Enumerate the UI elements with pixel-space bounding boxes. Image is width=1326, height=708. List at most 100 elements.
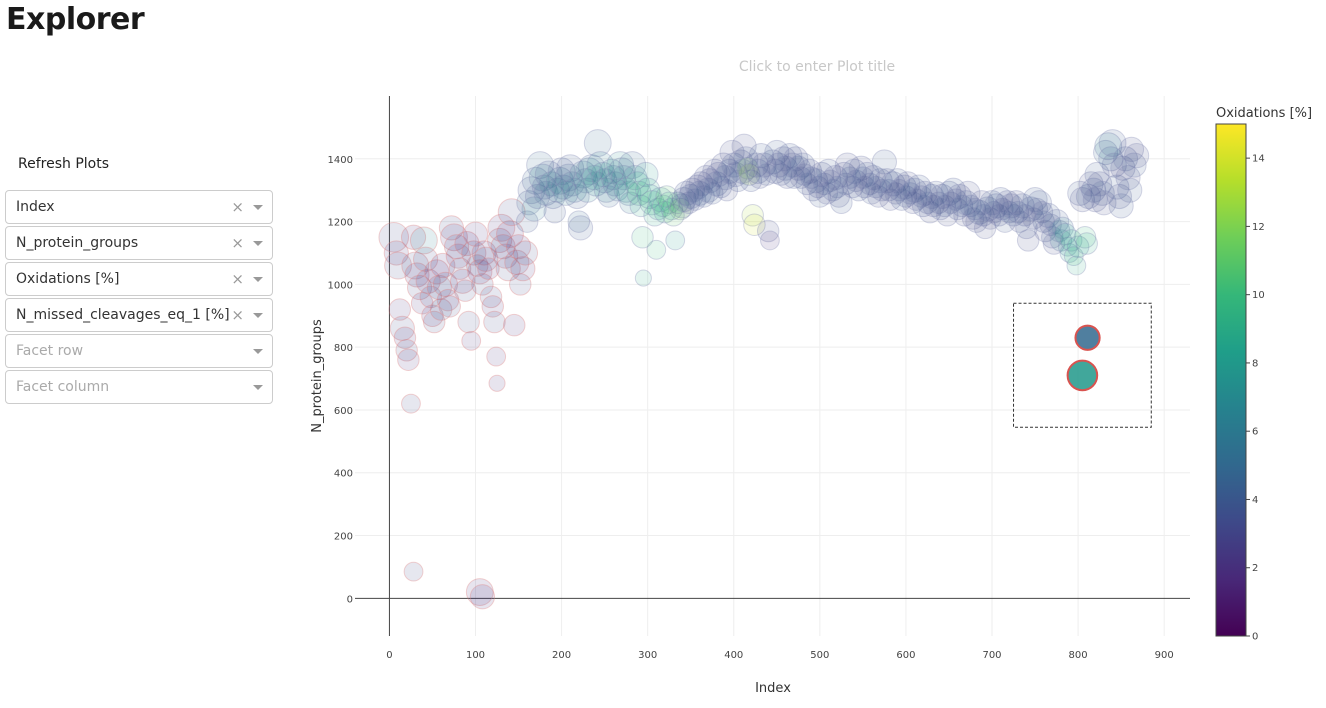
data-point[interactable]	[988, 187, 1014, 213]
data-point[interactable]	[783, 146, 809, 172]
data-point[interactable]	[1075, 183, 1102, 210]
data-point[interactable]	[830, 191, 853, 214]
data-point[interactable]	[1073, 226, 1097, 249]
data-point[interactable]	[997, 200, 1021, 224]
data-point[interactable]	[465, 254, 489, 277]
data-point[interactable]	[1106, 183, 1133, 210]
data-point[interactable]	[389, 315, 415, 341]
data-point[interactable]	[953, 204, 976, 227]
data-point[interactable]	[726, 169, 750, 193]
data-point[interactable]	[808, 185, 832, 208]
refresh-plots-button[interactable]: Refresh Plots	[18, 156, 109, 172]
data-point[interactable]	[692, 185, 715, 208]
chevron-down-icon[interactable]	[253, 313, 263, 318]
data-point[interactable]	[975, 196, 1001, 222]
data-point[interactable]	[851, 166, 875, 189]
data-point[interactable]	[764, 139, 790, 166]
data-point[interactable]	[393, 326, 417, 349]
data-point[interactable]	[858, 172, 882, 196]
x-axis-select[interactable]: Index ×	[5, 190, 273, 224]
data-point[interactable]	[602, 171, 628, 197]
data-point[interactable]	[939, 191, 962, 214]
data-point[interactable]	[1110, 155, 1136, 181]
plot-title-placeholder[interactable]: Click to enter Plot title	[739, 59, 895, 75]
selected-data-point[interactable]	[1066, 359, 1099, 392]
data-point[interactable]	[923, 180, 949, 206]
data-point[interactable]	[831, 161, 857, 188]
data-point[interactable]	[987, 204, 1011, 227]
data-point[interactable]	[573, 168, 599, 194]
data-point[interactable]	[911, 194, 935, 218]
data-point[interactable]	[503, 313, 526, 337]
data-point[interactable]	[777, 143, 803, 169]
data-point[interactable]	[991, 197, 1014, 221]
data-point[interactable]	[731, 133, 757, 159]
data-point[interactable]	[419, 285, 443, 309]
data-point[interactable]	[815, 158, 842, 184]
data-point[interactable]	[651, 194, 675, 218]
data-point[interactable]	[646, 239, 667, 260]
data-point[interactable]	[540, 183, 566, 210]
data-point[interactable]	[715, 178, 739, 202]
data-point[interactable]	[998, 193, 1024, 219]
data-point[interactable]	[1108, 193, 1134, 219]
data-point[interactable]	[629, 194, 653, 218]
data-point[interactable]	[1112, 146, 1139, 172]
data-point[interactable]	[880, 171, 906, 197]
data-point[interactable]	[517, 176, 546, 205]
data-point[interactable]	[679, 177, 706, 203]
data-point[interactable]	[982, 200, 1005, 224]
data-point[interactable]	[607, 157, 636, 186]
data-point[interactable]	[677, 191, 701, 214]
data-point[interactable]	[545, 166, 574, 195]
data-point[interactable]	[748, 143, 774, 169]
data-point[interactable]	[879, 188, 902, 211]
data-point[interactable]	[953, 190, 979, 216]
data-point[interactable]	[657, 191, 681, 214]
data-point[interactable]	[622, 165, 648, 191]
data-point[interactable]	[775, 166, 799, 189]
data-point[interactable]	[624, 171, 650, 197]
data-point[interactable]	[771, 146, 797, 172]
data-point[interactable]	[583, 129, 612, 158]
data-point[interactable]	[581, 165, 607, 191]
data-point[interactable]	[789, 166, 813, 189]
data-point[interactable]	[739, 169, 763, 193]
data-point[interactable]	[877, 178, 900, 202]
data-point[interactable]	[743, 152, 769, 178]
data-point[interactable]	[1104, 174, 1130, 200]
data-point[interactable]	[959, 194, 982, 218]
data-point[interactable]	[822, 165, 848, 191]
data-point[interactable]	[660, 197, 684, 221]
data-point[interactable]	[916, 191, 939, 214]
data-point[interactable]	[693, 165, 719, 191]
data-point[interactable]	[755, 163, 778, 186]
data-point[interactable]	[955, 180, 981, 206]
data-point[interactable]	[1008, 210, 1031, 233]
data-point[interactable]	[729, 158, 755, 184]
data-point[interactable]	[806, 175, 830, 199]
data-point[interactable]	[1117, 177, 1143, 203]
data-point[interactable]	[505, 234, 532, 260]
data-point[interactable]	[590, 161, 616, 188]
data-point[interactable]	[556, 154, 585, 183]
data-point[interactable]	[561, 177, 588, 203]
data-point[interactable]	[619, 191, 642, 214]
data-point[interactable]	[487, 227, 513, 254]
data-point[interactable]	[1022, 207, 1045, 230]
data-point[interactable]	[1035, 202, 1061, 228]
data-point[interactable]	[436, 288, 460, 312]
data-point[interactable]	[972, 204, 995, 227]
data-point[interactable]	[1091, 190, 1117, 216]
data-point[interactable]	[462, 221, 489, 247]
data-point[interactable]	[940, 177, 966, 203]
data-point[interactable]	[1098, 146, 1124, 172]
data-point[interactable]	[531, 174, 557, 200]
data-point[interactable]	[944, 188, 968, 211]
data-point[interactable]	[410, 291, 434, 315]
data-point[interactable]	[895, 171, 921, 197]
data-point[interactable]	[634, 269, 652, 287]
data-point[interactable]	[906, 174, 932, 200]
data-point[interactable]	[384, 251, 412, 280]
data-point[interactable]	[884, 168, 910, 194]
